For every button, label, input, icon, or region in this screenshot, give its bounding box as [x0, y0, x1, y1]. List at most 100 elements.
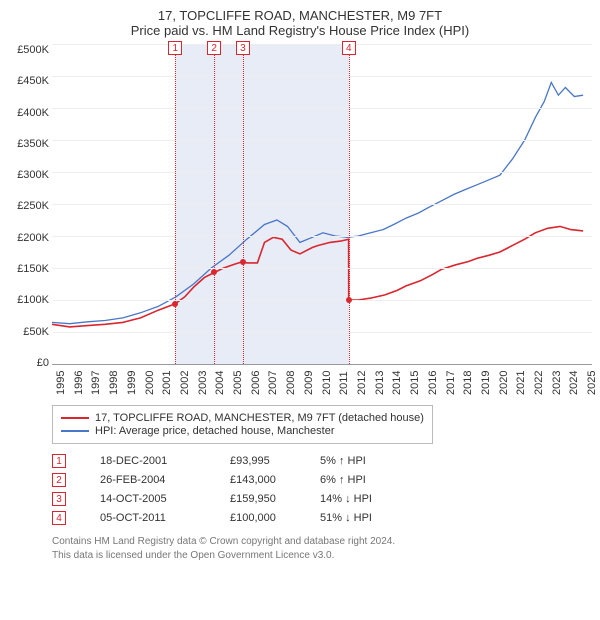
sale-row: 1 18-DEC-2001£93,9955% ↑ HPI [52, 454, 592, 468]
sale-date: 26-FEB-2004 [100, 474, 230, 486]
x-tick-label: 2020 [498, 371, 510, 395]
x-tick-label: 1995 [55, 371, 67, 395]
x-tick-label: 2024 [568, 371, 580, 395]
sale-date: 05-OCT-2011 [100, 512, 230, 524]
y-tick-label: £150K [17, 263, 49, 275]
grid-line [52, 76, 592, 77]
sale-date: 18-DEC-2001 [100, 455, 230, 467]
legend-swatch [61, 430, 89, 432]
grid-line [52, 140, 592, 141]
sale-marker-box: 1 [168, 41, 182, 55]
sale-number-box: 3 [52, 492, 66, 506]
x-tick-label: 2014 [391, 371, 403, 395]
x-tick-label: 2017 [445, 371, 457, 395]
plot-area: 1 2 3 4 [52, 44, 592, 365]
grid-line [52, 300, 592, 301]
x-tick-label: 2000 [144, 371, 156, 395]
x-tick-label: 2008 [285, 371, 297, 395]
legend-row: HPI: Average price, detached house, Manc… [61, 425, 424, 437]
x-tick-label: 2003 [197, 371, 209, 395]
sale-diff: 14% ↓ HPI [320, 493, 420, 505]
sale-diff: 5% ↑ HPI [320, 455, 420, 467]
sale-number-box: 2 [52, 473, 66, 487]
x-tick-label: 2002 [179, 371, 191, 395]
sale-vline [214, 44, 215, 364]
legend-label: 17, TOPCLIFFE ROAD, MANCHESTER, M9 7FT (… [95, 412, 424, 424]
sale-marker-box: 3 [236, 41, 250, 55]
footer-line-1: Contains HM Land Registry data © Crown c… [52, 535, 592, 549]
x-tick-label: 2018 [462, 371, 474, 395]
x-tick-label: 2021 [515, 371, 527, 395]
sale-vline [243, 44, 244, 364]
sale-dot [240, 259, 246, 265]
grid-line [52, 332, 592, 333]
x-tick-label: 1999 [126, 371, 138, 395]
y-tick-label: £50K [23, 326, 49, 338]
y-axis: £500K £450K £400K £350K £300K £250K £200K £150K… [8, 44, 52, 369]
y-tick-label: £200K [17, 232, 49, 244]
legend-label: HPI: Average price, detached house, Manc… [95, 425, 335, 437]
x-tick-label: 2012 [356, 371, 368, 395]
sale-date: 14-OCT-2005 [100, 493, 230, 505]
sale-marker-box: 4 [342, 41, 356, 55]
sale-dot [346, 297, 352, 303]
y-tick-label: £100K [17, 294, 49, 306]
sales-table: 118-DEC-2001£93,9955% ↑ HPI226-FEB-2004£… [52, 454, 592, 525]
grid-line [52, 108, 592, 109]
y-tick-label: £350K [17, 138, 49, 150]
y-tick-label: £400K [17, 107, 49, 119]
x-tick-label: 2025 [586, 371, 598, 395]
x-tick-label: 2013 [374, 371, 386, 395]
grid-line [52, 268, 592, 269]
sale-number-box: 1 [52, 454, 66, 468]
y-tick-label: £450K [17, 75, 49, 87]
x-tick-label: 2015 [409, 371, 421, 395]
legend: 17, TOPCLIFFE ROAD, MANCHESTER, M9 7FT (… [52, 405, 433, 444]
grid-line [52, 44, 592, 45]
legend-row: 17, TOPCLIFFE ROAD, MANCHESTER, M9 7FT (… [61, 412, 424, 424]
x-tick-label: 2022 [533, 371, 545, 395]
sale-diff: 6% ↑ HPI [320, 474, 420, 486]
sale-vline [175, 44, 176, 364]
sale-price: £93,995 [230, 455, 320, 467]
x-tick-label: 1998 [108, 371, 120, 395]
y-tick-label: £250K [17, 200, 49, 212]
x-tick-label: 2004 [214, 371, 226, 395]
sale-number-box: 4 [52, 511, 66, 525]
y-tick-label: £300K [17, 169, 49, 181]
x-tick-label: 2019 [480, 371, 492, 395]
x-tick-label: 2005 [232, 371, 244, 395]
sale-row: 3 14-OCT-2005£159,95014% ↓ HPI [52, 492, 592, 506]
sale-price: £143,000 [230, 474, 320, 486]
grid-line [52, 236, 592, 237]
x-tick-label: 2023 [551, 371, 563, 395]
x-tick-label: 2007 [267, 371, 279, 395]
title-line-2: Price paid vs. HM Land Registry's House … [8, 23, 592, 38]
y-tick-label: £500K [17, 44, 49, 56]
sale-row: 2 26-FEB-2004£143,0006% ↑ HPI [52, 473, 592, 487]
sale-row: 4 05-OCT-2011£100,00051% ↓ HPI [52, 511, 592, 525]
x-tick-label: 2011 [338, 371, 350, 395]
series-price_paid [52, 226, 583, 327]
x-axis: 1995 1996 1997 1998 1999 2000 2001 2002 2003 2004… [52, 365, 592, 399]
x-tick-label: 2006 [250, 371, 262, 395]
title-line-1: 17, TOPCLIFFE ROAD, MANCHESTER, M9 7FT [8, 8, 592, 23]
y-tick-label: £0 [37, 357, 49, 369]
sale-price: £159,950 [230, 493, 320, 505]
chart-area: £500K £450K £400K £350K £300K £250K £200K £150K… [8, 44, 592, 399]
x-tick-label: 1996 [73, 371, 85, 395]
grid-line [52, 204, 592, 205]
x-tick-label: 1997 [90, 371, 102, 395]
sale-diff: 51% ↓ HPI [320, 512, 420, 524]
grid-line [52, 172, 592, 173]
footer-line-2: This data is licensed under the Open Gov… [52, 549, 592, 563]
x-tick-label: 2009 [303, 371, 315, 395]
x-tick-label: 2016 [427, 371, 439, 395]
legend-swatch [61, 417, 89, 419]
x-tick-label: 2010 [321, 371, 333, 395]
footer-attribution: Contains HM Land Registry data © Crown c… [52, 535, 592, 562]
sale-marker-box: 2 [207, 41, 221, 55]
sale-price: £100,000 [230, 512, 320, 524]
chart-title: 17, TOPCLIFFE ROAD, MANCHESTER, M9 7FT P… [8, 8, 592, 38]
x-tick-label: 2001 [161, 371, 173, 395]
